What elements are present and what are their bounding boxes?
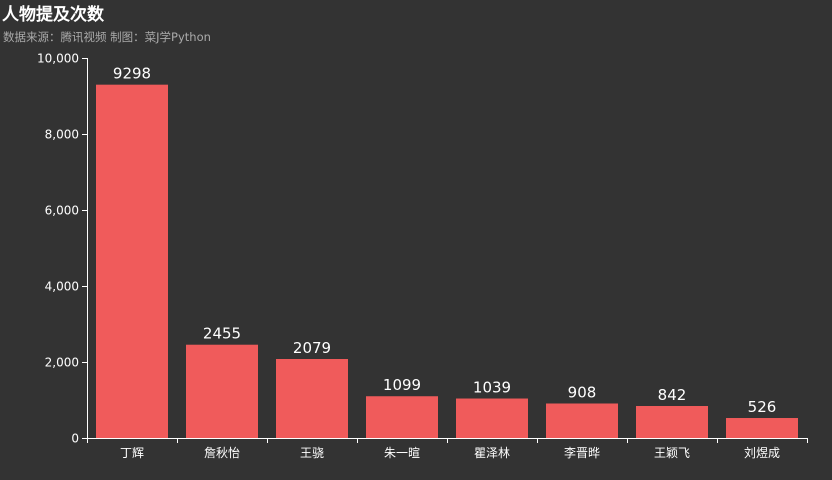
data-label: 2079 bbox=[293, 339, 331, 357]
data-label: 1039 bbox=[473, 379, 511, 397]
data-label: 9298 bbox=[113, 65, 151, 83]
y-tick-label: 0 bbox=[71, 432, 79, 446]
x-category-label: 丁辉 bbox=[120, 446, 144, 460]
chart-title: 人物提及次数 bbox=[2, 5, 104, 25]
bar bbox=[456, 398, 528, 438]
bar bbox=[726, 418, 798, 438]
chart-subtitle: 数据来源：腾讯视频 制图：菜J学Python bbox=[3, 30, 211, 44]
x-category-label: 瞿泽林 bbox=[474, 446, 510, 460]
x-category-label: 王颖飞 bbox=[654, 446, 690, 460]
y-tick-label: 4,000 bbox=[45, 280, 79, 294]
y-tick-label: 6,000 bbox=[45, 204, 79, 218]
bar bbox=[96, 84, 168, 439]
x-category-label: 朱一暄 bbox=[384, 445, 420, 460]
bar bbox=[186, 344, 258, 438]
bar bbox=[276, 358, 348, 438]
data-label: 526 bbox=[748, 398, 777, 416]
x-category-label: 李晋晔 bbox=[564, 445, 600, 460]
y-tick-label: 8,000 bbox=[45, 128, 79, 142]
x-category-label: 王骁 bbox=[300, 446, 324, 460]
bar bbox=[366, 396, 438, 438]
y-tick-label: 2,000 bbox=[45, 356, 79, 370]
y-tick-label: 10,000 bbox=[37, 52, 79, 66]
bar bbox=[546, 403, 618, 438]
data-label: 842 bbox=[658, 386, 687, 404]
data-label: 1099 bbox=[383, 376, 421, 394]
x-category-label: 刘煜成 bbox=[744, 446, 780, 460]
bar bbox=[636, 406, 708, 438]
x-category-label: 詹秋怡 bbox=[204, 446, 240, 460]
data-label: 2455 bbox=[203, 325, 241, 343]
data-label: 908 bbox=[568, 383, 597, 401]
